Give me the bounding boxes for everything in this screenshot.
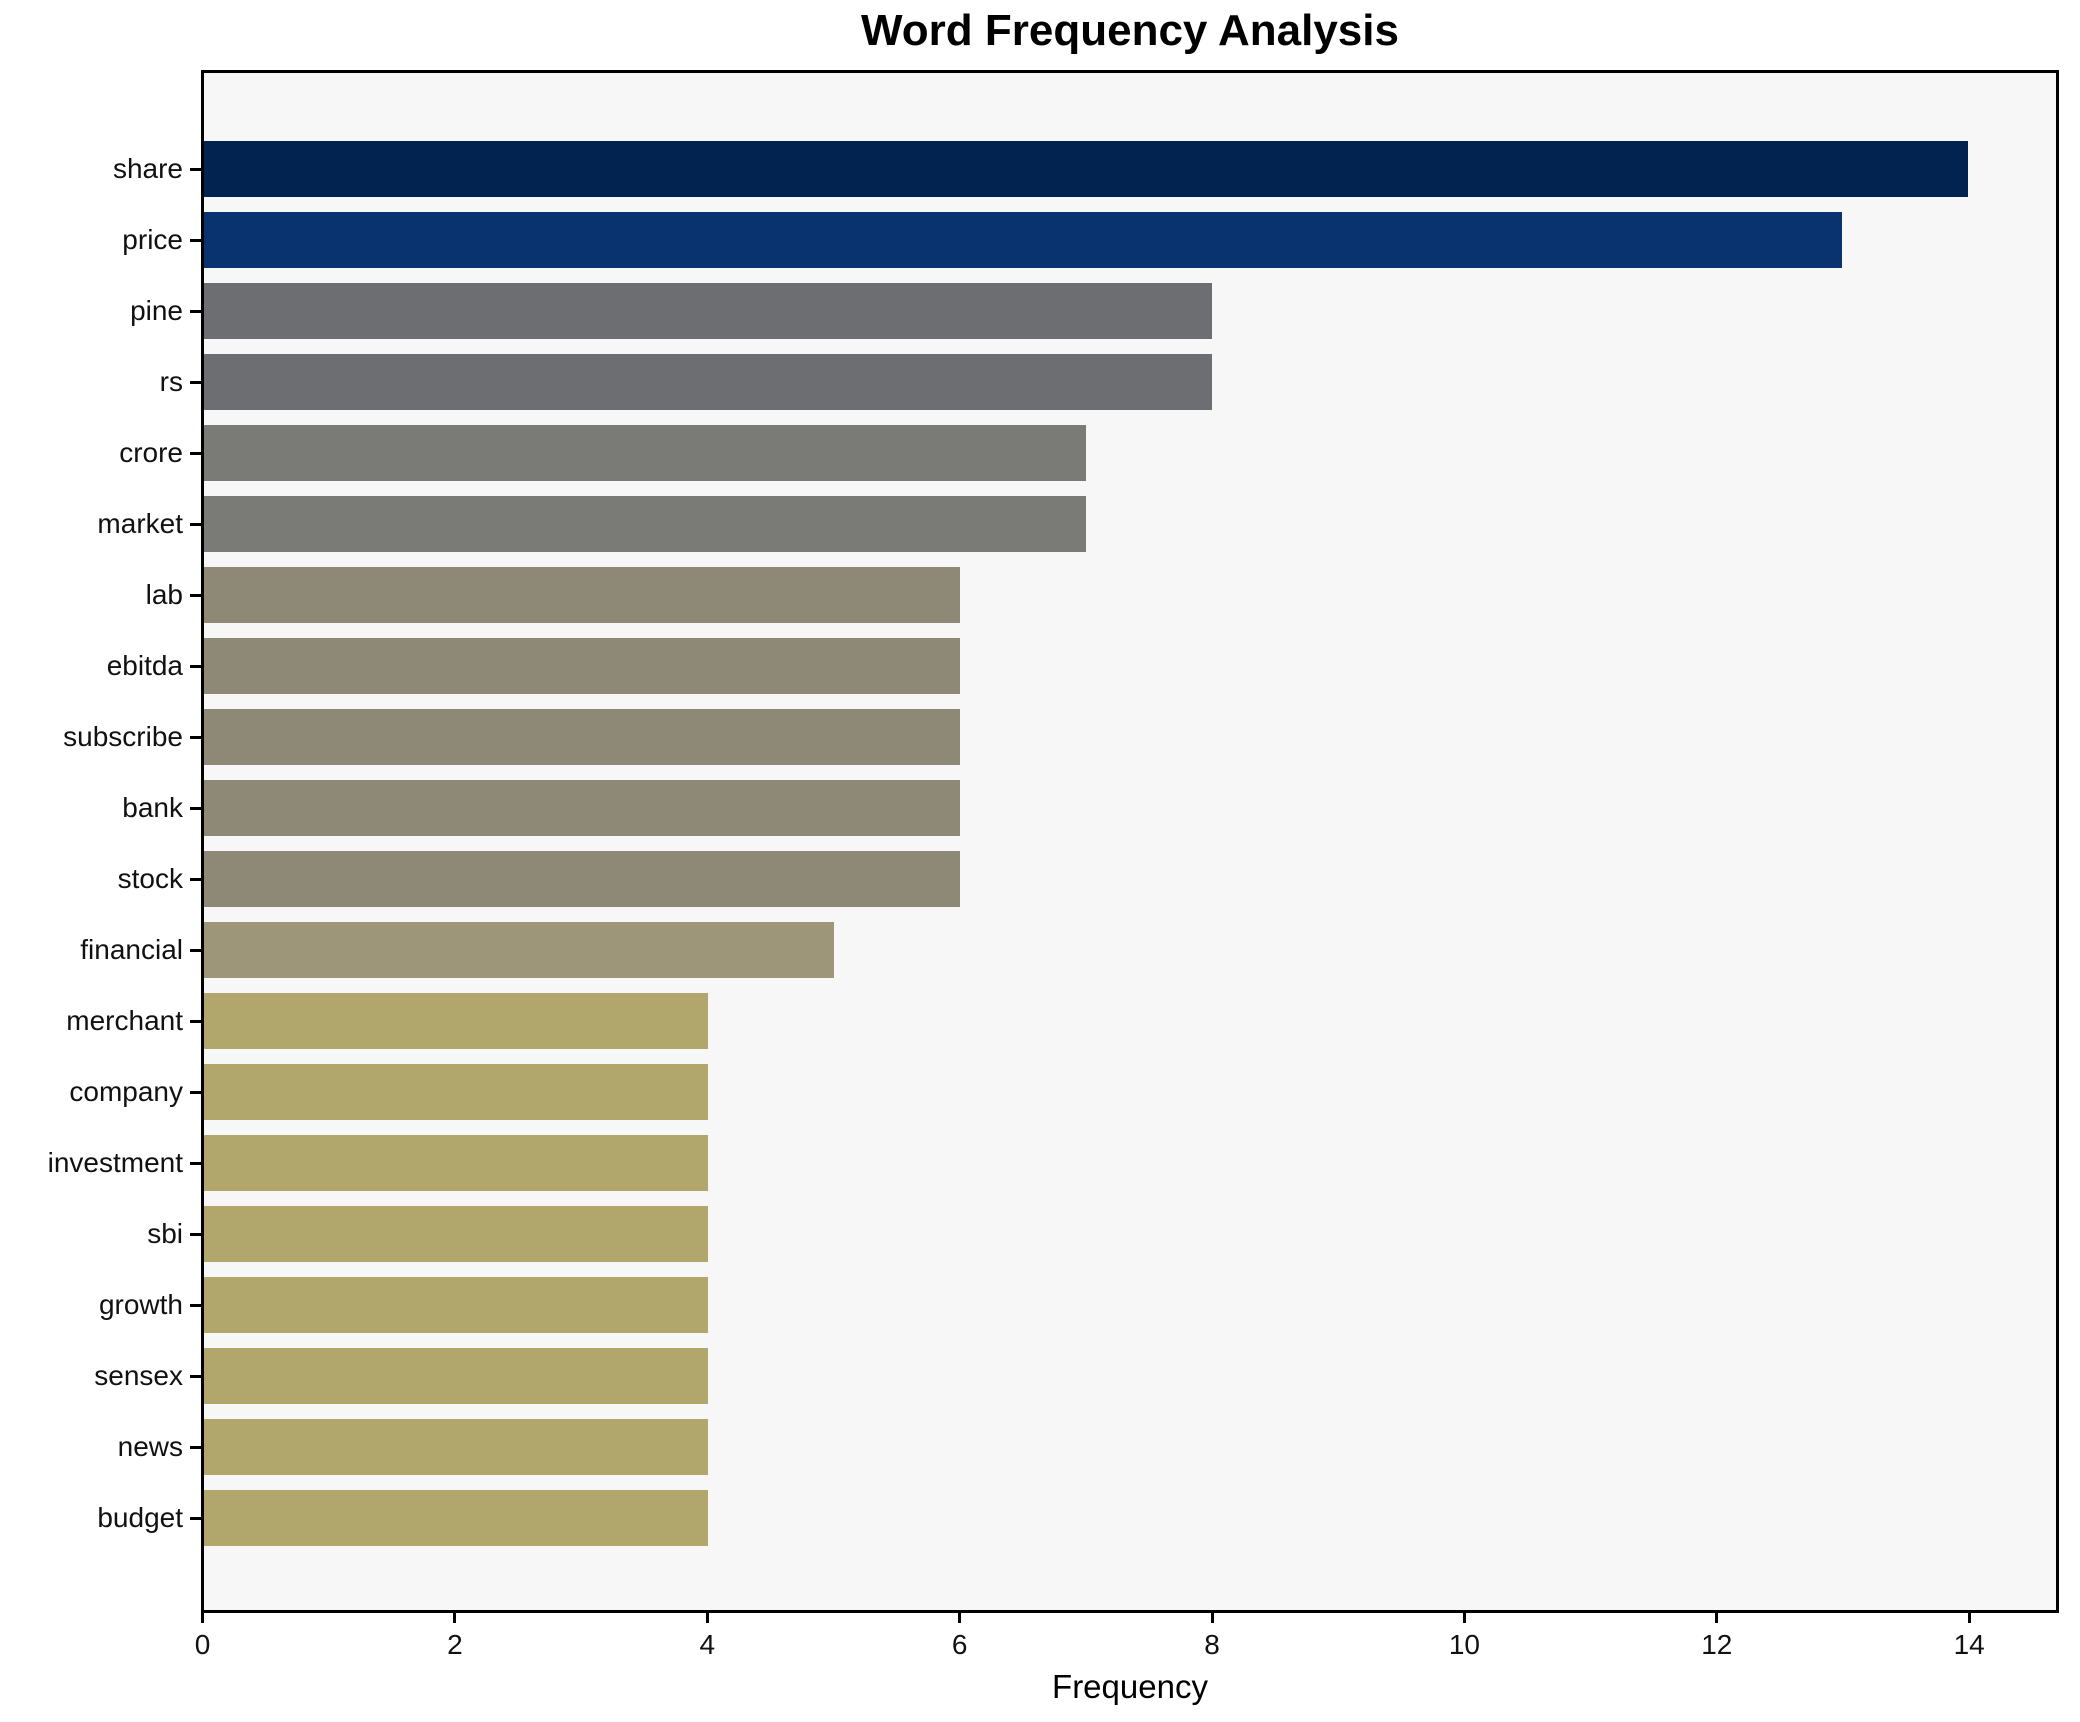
y-tick-label-rs: rs bbox=[159, 366, 183, 397]
y-tick-label-sbi: sbi bbox=[147, 1218, 183, 1249]
y-tick-mark bbox=[190, 523, 201, 526]
y-tick-label-pine: pine bbox=[130, 295, 183, 326]
y-tick-mark bbox=[190, 949, 201, 952]
bar-company bbox=[204, 1064, 708, 1120]
bar-financial bbox=[204, 922, 834, 978]
bar-market bbox=[204, 496, 1086, 552]
y-tick-mark bbox=[190, 1091, 201, 1094]
bar-merchant bbox=[204, 993, 708, 1049]
y-tick-mark bbox=[190, 1375, 201, 1378]
x-tick-label-12: 12 bbox=[1701, 1629, 1733, 1660]
y-tick-label-growth: growth bbox=[98, 1289, 183, 1320]
y-tick-mark bbox=[190, 452, 201, 455]
y-tick-mark bbox=[190, 1517, 201, 1520]
x-tick-mark bbox=[453, 1613, 457, 1623]
y-tick-mark bbox=[190, 807, 201, 810]
bar-rs bbox=[204, 354, 1212, 410]
bar-sensex bbox=[204, 1348, 708, 1404]
x-axis-title: Frequency bbox=[1052, 1668, 1208, 1705]
y-tick-label-sensex: sensex bbox=[94, 1360, 183, 1391]
bar-subscribe bbox=[204, 709, 960, 765]
x-tick-mark bbox=[1210, 1613, 1214, 1623]
x-tick-label-4: 4 bbox=[699, 1629, 716, 1660]
bar-investment bbox=[204, 1135, 708, 1191]
y-tick-label-news: news bbox=[117, 1431, 183, 1462]
x-tick-mark bbox=[958, 1613, 962, 1623]
x-tick-label-10: 10 bbox=[1448, 1629, 1480, 1660]
x-tick-label-2: 2 bbox=[447, 1629, 463, 1660]
bar-price bbox=[204, 212, 1842, 268]
x-tick-mark bbox=[1715, 1613, 1719, 1623]
x-tick-mark bbox=[1967, 1613, 1971, 1623]
y-tick-label-crore: crore bbox=[119, 437, 183, 468]
x-tick-label-0: 0 bbox=[194, 1629, 211, 1660]
y-tick-mark bbox=[190, 736, 201, 739]
y-tick-mark bbox=[190, 1304, 201, 1307]
bar-share bbox=[204, 141, 1968, 197]
bar-stock bbox=[204, 851, 960, 907]
y-tick-label-merchant: merchant bbox=[66, 1005, 183, 1036]
y-tick-label-lab: lab bbox=[145, 579, 183, 610]
y-tick-label-share: share bbox=[112, 153, 183, 184]
bar-news bbox=[204, 1419, 708, 1475]
y-tick-label-price: price bbox=[122, 224, 183, 255]
x-tick-mark bbox=[201, 1613, 204, 1623]
y-tick-mark bbox=[190, 1020, 201, 1023]
x-tick-label-8: 8 bbox=[1204, 1629, 1220, 1660]
y-tick-mark bbox=[190, 239, 201, 242]
y-tick-mark bbox=[190, 168, 201, 171]
chart-title: Word Frequency Analysis bbox=[861, 6, 1399, 55]
y-tick-mark bbox=[190, 310, 201, 313]
y-tick-label-ebitda: ebitda bbox=[106, 650, 183, 681]
y-tick-label-market: market bbox=[97, 508, 183, 539]
y-tick-label-bank: bank bbox=[122, 792, 183, 823]
y-tick-label-company: company bbox=[69, 1076, 183, 1107]
x-tick-label-6: 6 bbox=[951, 1629, 968, 1660]
y-tick-mark bbox=[190, 594, 201, 597]
y-tick-mark bbox=[190, 1446, 201, 1449]
y-tick-mark bbox=[190, 381, 201, 384]
bar-budget bbox=[204, 1490, 708, 1546]
x-tick-mark bbox=[1462, 1613, 1466, 1623]
y-tick-label-financial: financial bbox=[80, 934, 183, 965]
bar-pine bbox=[204, 283, 1212, 339]
y-tick-mark bbox=[190, 1162, 201, 1165]
bar-crore bbox=[204, 425, 1086, 481]
bar-growth bbox=[204, 1277, 708, 1333]
bar-ebitda bbox=[204, 638, 960, 694]
y-tick-mark bbox=[190, 665, 201, 668]
y-tick-mark bbox=[190, 878, 201, 881]
plot-area bbox=[201, 70, 2059, 1613]
x-tick-label-14: 14 bbox=[1953, 1629, 1985, 1660]
y-tick-label-stock: stock bbox=[117, 863, 183, 894]
y-tick-label-investment: investment bbox=[47, 1147, 183, 1178]
y-tick-mark bbox=[190, 1233, 201, 1236]
x-tick-mark bbox=[705, 1613, 709, 1623]
bar-sbi bbox=[204, 1206, 708, 1262]
y-tick-label-subscribe: subscribe bbox=[63, 721, 183, 752]
bar-lab bbox=[204, 567, 960, 623]
bar-bank bbox=[204, 780, 960, 836]
y-tick-label-budget: budget bbox=[97, 1502, 183, 1533]
